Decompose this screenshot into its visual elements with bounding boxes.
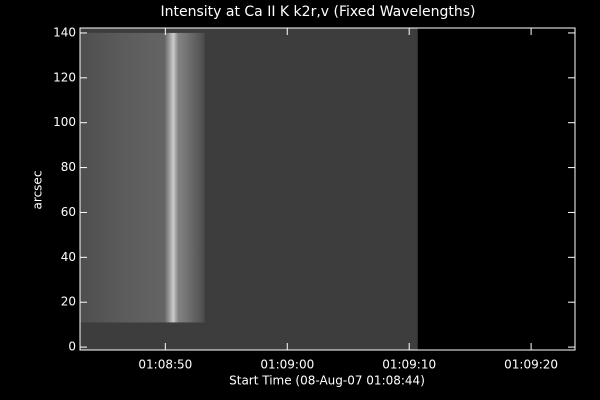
y-tick-label: 140 <box>53 25 76 39</box>
plot-frame <box>79 27 576 351</box>
x-tick-label: 01:09:00 <box>260 358 314 372</box>
x-axis-label: Start Time (08-Aug-07 01:08:44) <box>229 374 425 388</box>
y-tick-label: 60 <box>61 205 76 219</box>
y-tick-label: 80 <box>61 160 76 174</box>
y-tick-label: 0 <box>68 340 76 354</box>
y-tick-label: 40 <box>61 250 76 264</box>
y-tick-label: 20 <box>61 295 76 309</box>
y-axis-label: arcsec <box>31 171 45 210</box>
x-tick-label: 01:09:20 <box>504 358 558 372</box>
image-texture <box>80 32 205 323</box>
chart-title: Intensity at Ca II K k2r,v (Fixed Wavele… <box>161 4 476 20</box>
x-tick-label: 01:08:50 <box>138 358 192 372</box>
x-tick-label: 01:09:10 <box>382 358 436 372</box>
y-tick-label: 100 <box>53 115 76 129</box>
y-tick-label: 120 <box>53 70 76 84</box>
